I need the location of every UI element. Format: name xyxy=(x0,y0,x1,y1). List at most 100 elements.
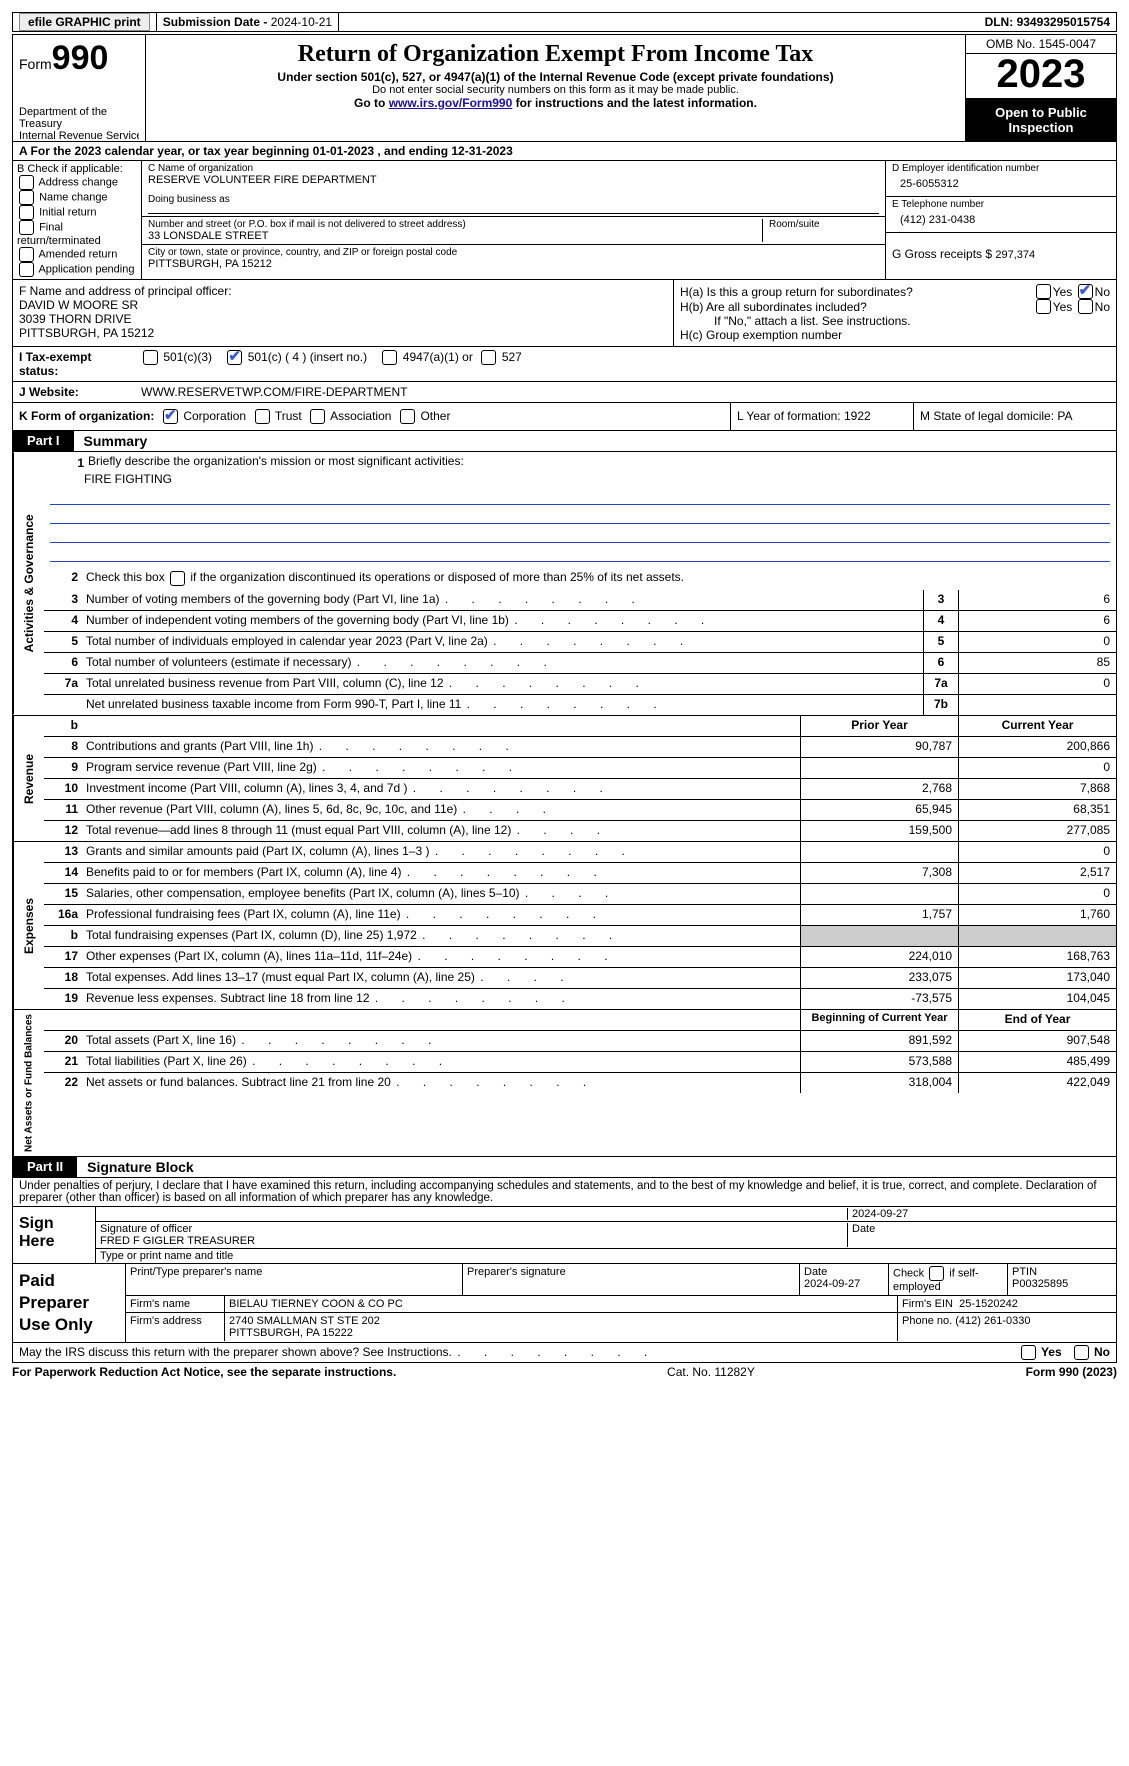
prior-year-head: Prior Year xyxy=(800,716,958,736)
opt-501c3: 501(c)(3) xyxy=(163,350,212,364)
header-left: Form990 Department of the Treasury Inter… xyxy=(13,35,146,141)
row-num: 10 xyxy=(44,779,82,799)
row-num: 16a xyxy=(44,905,82,925)
checkbox-name-change[interactable] xyxy=(19,190,34,205)
b-item-initial: Initial return xyxy=(17,205,137,220)
netassets-vlabel: Net Assets or Fund Balances xyxy=(13,1010,44,1156)
row-desc: Grants and similar amounts paid (Part IX… xyxy=(82,842,800,862)
checkbox-hb-no[interactable] xyxy=(1078,299,1093,314)
sig-officer-name: FRED F GIGLER TREASURER xyxy=(100,1235,847,1247)
prior-val: -73,575 xyxy=(800,989,958,1009)
row-num: 21 xyxy=(44,1052,82,1072)
revenue-content: b Prior Year Current Year 8 Contribution… xyxy=(44,716,1116,841)
b-label-1: Name change xyxy=(39,191,108,203)
efile-graphic-button[interactable]: efile GRAPHIC print xyxy=(19,13,150,31)
checkbox-address-change[interactable] xyxy=(19,175,34,190)
checkbox-discontinued[interactable] xyxy=(170,571,185,586)
i-label: I Tax-exempt status: xyxy=(13,347,135,381)
yes-label-hb: Yes xyxy=(1053,300,1073,314)
sig-date-value: 2024-09-27 xyxy=(847,1208,1112,1220)
opt-501c: 501(c) ( 4 ) (insert no.) xyxy=(248,350,367,364)
row-desc: Total number of volunteers (estimate if … xyxy=(82,653,923,673)
data-row: 16a Professional fundraising fees (Part … xyxy=(44,905,1116,926)
checkbox-assoc[interactable] xyxy=(310,409,325,424)
governance-row: 5 Total number of individuals employed i… xyxy=(44,632,1116,653)
checkbox-discuss-yes[interactable] xyxy=(1021,1345,1036,1360)
data-row: 9 Program service revenue (Part VIII, li… xyxy=(44,758,1116,779)
sig-officer-label: Signature of officer xyxy=(100,1223,847,1235)
h-b-row: H(b) Are all subordinates included? Yes … xyxy=(680,299,1110,314)
checkbox-other[interactable] xyxy=(400,409,415,424)
checkbox-4947[interactable] xyxy=(382,350,397,365)
checkbox-self-employed[interactable] xyxy=(929,1266,944,1281)
c-city-cell: City or town, state or province, country… xyxy=(142,245,885,272)
discuss-text: May the IRS discuss this return with the… xyxy=(19,1345,649,1360)
checkbox-corp[interactable] xyxy=(163,409,178,424)
firm-addr-cell: 2740 SMALLMAN ST STE 202PITTSBURGH, PA 1… xyxy=(225,1313,898,1341)
governance-row: 7a Total unrelated business revenue from… xyxy=(44,674,1116,695)
checkbox-527[interactable] xyxy=(481,350,496,365)
checkbox-discuss-no[interactable] xyxy=(1074,1345,1089,1360)
sig-officer-cell: Signature of officer FRED F GIGLER TREAS… xyxy=(100,1223,847,1247)
row-desc: Net assets or fund balances. Subtract li… xyxy=(82,1073,800,1093)
governance-section: Activities & Governance 1Briefly describ… xyxy=(12,452,1117,715)
line-2-num: 2 xyxy=(44,568,82,587)
phone-value: (412) 231-0438 xyxy=(892,210,1110,230)
row-num: 6 xyxy=(44,653,82,673)
row-box: 7b xyxy=(923,695,958,715)
checkbox-pending[interactable] xyxy=(19,262,34,277)
dept-irs: Internal Revenue Service xyxy=(19,130,139,142)
row-box: 6 xyxy=(923,653,958,673)
checkbox-amended[interactable] xyxy=(19,247,34,262)
sig-date-row: 2024-09-27 xyxy=(96,1207,1116,1222)
row-val: 6 xyxy=(958,611,1116,631)
b-label-2: Initial return xyxy=(39,206,96,218)
l-cell: L Year of formation: 1922 xyxy=(731,403,914,430)
yes-label-ha: Yes xyxy=(1053,285,1073,299)
checkbox-ha-no[interactable] xyxy=(1078,284,1093,299)
checkbox-initial-return[interactable] xyxy=(19,205,34,220)
part-i-header: Part I Summary xyxy=(12,431,1117,452)
sig-officer-row: Signature of officer FRED F GIGLER TREAS… xyxy=(96,1222,1116,1249)
checkbox-hb-yes[interactable] xyxy=(1036,299,1051,314)
ptin-value: P00325895 xyxy=(1012,1278,1068,1290)
b-header: B Check if applicable: xyxy=(17,163,137,175)
curr-val: 2,517 xyxy=(958,863,1116,883)
dept-treasury: Department of the Treasury xyxy=(19,106,139,130)
sig-type-label: Type or print name and title xyxy=(100,1250,233,1262)
mission-line-2 xyxy=(50,507,1110,524)
line-1-label: Briefly describe the organization's miss… xyxy=(88,454,464,472)
row-desc: Total liabilities (Part X, line 26) xyxy=(82,1052,800,1072)
prep-header-row: Print/Type preparer's name Preparer's si… xyxy=(126,1264,1116,1296)
checkbox-final-return[interactable] xyxy=(19,220,34,235)
prep-h3: Date2024-09-27 xyxy=(800,1264,889,1295)
row-box: 3 xyxy=(923,590,958,610)
data-row: 8 Contributions and grants (Part VIII, l… xyxy=(44,737,1116,758)
row-num: 17 xyxy=(44,947,82,967)
checkbox-trust[interactable] xyxy=(255,409,270,424)
data-row: 11 Other revenue (Part VIII, column (A),… xyxy=(44,800,1116,821)
row-desc: Salaries, other compensation, employee b… xyxy=(82,884,800,904)
row-num: 12 xyxy=(44,821,82,841)
checkbox-501c[interactable] xyxy=(227,350,242,365)
prior-val xyxy=(800,884,958,904)
b-label-4: Amended return xyxy=(38,248,117,260)
g-label: G Gross receipts $ xyxy=(892,247,995,261)
netassets-content: Beginning of Current Year End of Year 20… xyxy=(44,1010,1116,1156)
netassets-rows: 20 Total assets (Part X, line 16) 891,59… xyxy=(44,1031,1116,1093)
row-desc: Total fundraising expenses (Part IX, col… xyxy=(82,926,800,946)
prep-date-label: Date xyxy=(804,1266,827,1278)
prior-val: 7,308 xyxy=(800,863,958,883)
row-desc: Benefits paid to or for members (Part IX… xyxy=(82,863,800,883)
checkbox-ha-yes[interactable] xyxy=(1036,284,1051,299)
checkbox-501c3[interactable] xyxy=(143,350,158,365)
governance-row: 4 Number of independent voting members o… xyxy=(44,611,1116,632)
prep-firm-row: Firm's name BIELAU TIERNEY COON & CO PC … xyxy=(126,1296,1116,1313)
irs-link[interactable]: www.irs.gov/Form990 xyxy=(389,96,513,110)
footer-left: For Paperwork Reduction Act Notice, see … xyxy=(12,1365,396,1379)
row-num: 19 xyxy=(44,989,82,1009)
row-num: 7a xyxy=(44,674,82,694)
hb-label: H(b) Are all subordinates included? xyxy=(680,300,1034,314)
preparer-label: Paid Preparer Use Only xyxy=(13,1264,126,1342)
row-k-l-m: K Form of organization: Corporation Trus… xyxy=(12,403,1117,431)
